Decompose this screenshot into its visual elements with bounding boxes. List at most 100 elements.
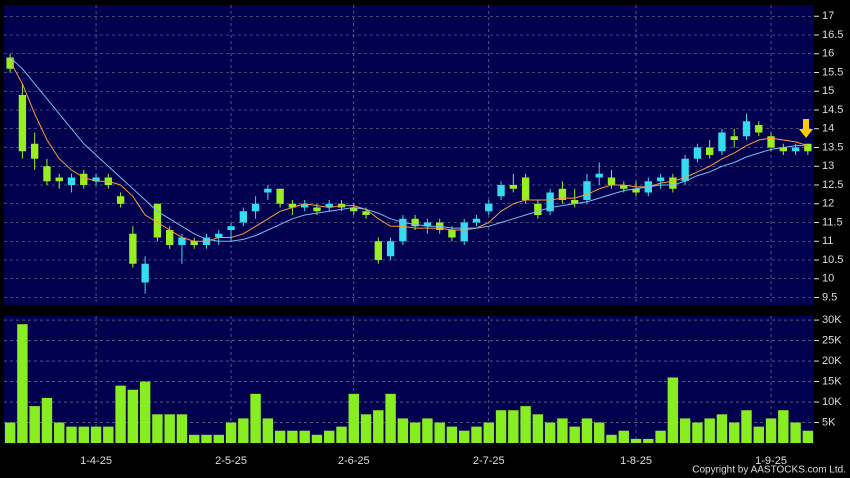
- volume-bar: [4, 422, 16, 443]
- volume-bar: [201, 434, 212, 443]
- candle-body: [595, 173, 603, 178]
- candle-body: [92, 177, 100, 182]
- candle-body: [546, 192, 554, 212]
- y-tick-label: 5K: [822, 416, 836, 428]
- volume-bar: [115, 385, 126, 443]
- candle-body: [521, 177, 530, 200]
- candle-body: [423, 222, 432, 227]
- candle-body: [129, 233, 137, 264]
- y-tick-label: 16.5: [822, 29, 843, 41]
- volume-bar: [164, 414, 175, 443]
- volume-bar: [716, 414, 728, 443]
- volume-bar: [655, 430, 666, 443]
- candle-body: [313, 207, 321, 212]
- candle-body: [718, 132, 726, 152]
- volume-bar: [679, 418, 691, 443]
- volume-bar: [520, 406, 531, 443]
- y-tick-label: 30K: [822, 314, 842, 326]
- volume-bar: [41, 397, 53, 443]
- candle-body: [301, 203, 309, 208]
- volume-bar: [790, 422, 801, 443]
- candle-body: [791, 147, 800, 152]
- arrow: [799, 119, 813, 138]
- volume-bar: [802, 430, 814, 443]
- candle-body: [43, 166, 51, 182]
- volume-bar: [459, 430, 470, 443]
- y-tick-label: 10K: [822, 396, 842, 408]
- candle-body: [325, 203, 333, 208]
- candle-body: [693, 147, 702, 159]
- candle-body: [276, 188, 284, 204]
- volume-bar: [753, 426, 764, 443]
- volume-bar: [152, 414, 163, 443]
- candle-body: [153, 203, 162, 238]
- volume-bar: [495, 410, 507, 443]
- y-tick-label: 12: [822, 198, 834, 210]
- candle-body: [399, 218, 407, 242]
- volume-bar: [225, 422, 237, 443]
- y-tick-label: 13: [822, 160, 834, 172]
- volume-bar: [176, 414, 188, 443]
- volume-bar: [66, 426, 77, 443]
- volume-bar: [483, 422, 494, 443]
- candle-body: [141, 263, 149, 283]
- candle-body: [460, 222, 468, 242]
- volume-bar: [262, 418, 274, 443]
- candle-body: [386, 241, 395, 257]
- candle-body: [116, 196, 125, 204]
- candle-body: [706, 147, 714, 155]
- volume-bar: [238, 418, 249, 443]
- candle-body: [472, 218, 481, 223]
- candle-body: [730, 136, 738, 140]
- volume-bar: [594, 422, 605, 443]
- volume-bar: [54, 422, 65, 443]
- volume-bar: [360, 414, 372, 443]
- volume-bar: [557, 418, 568, 443]
- volume-panel: [4, 316, 814, 443]
- y-tick-label: 10.5: [822, 254, 843, 266]
- candle-body: [448, 230, 456, 238]
- volume-bar: [729, 422, 740, 443]
- candle-body: [767, 136, 775, 148]
- volume-bar: [544, 422, 556, 443]
- volume-bar: [274, 430, 286, 443]
- volume-bar: [434, 422, 445, 443]
- volume-bar: [250, 393, 261, 443]
- candle-body: [583, 181, 591, 200]
- candle-body: [178, 237, 186, 245]
- volume-bar: [17, 324, 28, 443]
- y-tick-label: 10: [822, 273, 834, 285]
- volume-bar: [741, 410, 752, 443]
- y-tick-label: 20K: [822, 355, 842, 367]
- volume-bar: [373, 410, 384, 443]
- volume-bar: [213, 434, 224, 443]
- volume-bar: [409, 422, 421, 443]
- candle-body: [288, 203, 297, 208]
- volume-bar: [778, 410, 789, 443]
- volume-bar: [532, 414, 544, 443]
- y-tick-label: 9.5: [822, 291, 837, 303]
- candle-body: [251, 203, 260, 212]
- candle-body: [497, 185, 505, 197]
- candle-body: [509, 185, 517, 189]
- volume-bar: [765, 418, 777, 443]
- volume-bar: [299, 430, 310, 443]
- candle-body: [669, 177, 677, 189]
- candle-body: [362, 211, 370, 215]
- x-tick-label: 1-8-25: [620, 455, 652, 467]
- volume-bar: [446, 426, 458, 443]
- candle-body: [485, 203, 493, 212]
- volume-bar: [127, 389, 139, 443]
- x-tick-label: 1-4-25: [80, 455, 112, 467]
- volume-bar: [569, 426, 580, 443]
- y-tick-label: 11: [822, 235, 833, 247]
- volume-bar: [581, 418, 593, 443]
- y-tick-label: 25K: [822, 334, 842, 346]
- volume-bar: [324, 430, 335, 443]
- candle-body: [67, 177, 76, 185]
- candle-body: [779, 147, 787, 152]
- candle-body: [6, 57, 14, 69]
- candle-body: [350, 207, 358, 212]
